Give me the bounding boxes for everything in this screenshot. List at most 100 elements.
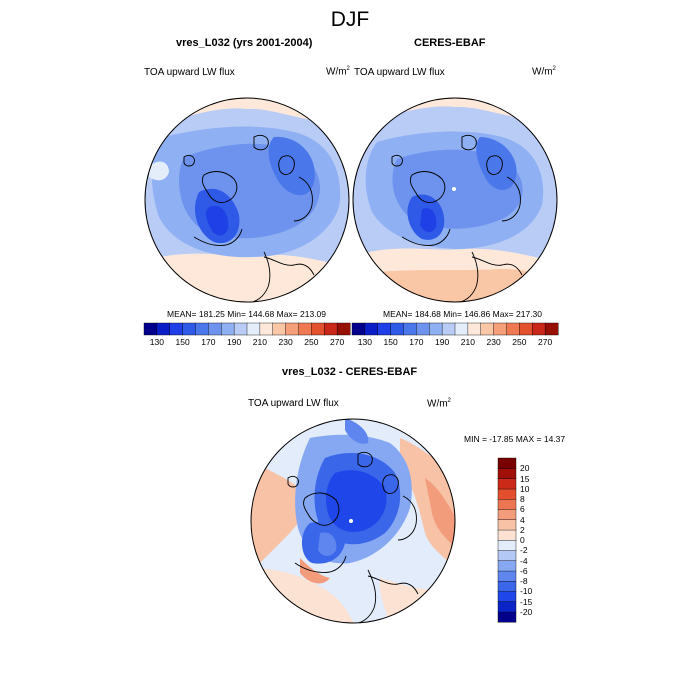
- panel-1-units: W/m2: [326, 66, 350, 78]
- colorbar-swatch: [311, 322, 325, 336]
- colorbar-tick-label: 250: [304, 337, 319, 347]
- panel-1-colorbar-ticks: 130 150 170 190 210 230 250 270: [144, 337, 350, 349]
- colorbar-tick-label: -10: [520, 586, 533, 597]
- colorbar-tick-label: 170: [201, 337, 216, 347]
- colorbar-swatch: [298, 322, 312, 336]
- colorbar-swatch: [497, 509, 517, 521]
- colorbar-swatch: [497, 550, 517, 562]
- panel-1-stats: MEAN= 181.25 Min= 144.68 Max= 213.09: [167, 309, 327, 319]
- colorbar-swatch: [493, 322, 508, 336]
- colorbar-swatch: [441, 322, 456, 336]
- diff-panel-variable-label: TOA upward LW flux: [248, 398, 339, 409]
- colorbar-swatch: [390, 322, 405, 336]
- figure-title: DJF: [330, 8, 370, 31]
- colorbar-swatch: [497, 580, 517, 592]
- diff-polar-map: [250, 418, 456, 624]
- colorbar-swatch: [403, 322, 417, 336]
- diff-colorbar-ticks: -20 -15 -10 -8 -6 -4 -2 0 2 4 6 8 10 15 20: [520, 458, 560, 622]
- colorbar-swatch: [454, 322, 469, 336]
- colorbar-swatch: [233, 322, 248, 336]
- colorbar-tick-label: 170: [409, 337, 424, 347]
- colorbar-swatch: [497, 519, 517, 531]
- colorbar-tick-label: 4: [520, 514, 525, 525]
- colorbar-tick-label: 150: [175, 337, 190, 347]
- colorbar-swatch: [195, 322, 209, 336]
- colorbar-tick-label: 2: [520, 524, 525, 535]
- colorbar-swatch: [497, 457, 517, 469]
- colorbar-tick-label: 130: [149, 337, 164, 347]
- panel-2-colorbar: [351, 322, 559, 336]
- colorbar-tick-label: 8: [520, 494, 525, 504]
- colorbar-tick-label: 10: [520, 483, 530, 494]
- colorbar-tick-label: -4: [520, 555, 528, 566]
- colorbar-swatch: [519, 322, 533, 336]
- diff-colorbar: [497, 457, 517, 623]
- colorbar-tick-label: 15: [520, 473, 530, 484]
- colorbar-swatch: [429, 322, 443, 336]
- colorbar-swatch: [182, 322, 197, 336]
- colorbar-swatch: [208, 322, 222, 336]
- colorbar-swatch: [497, 478, 517, 490]
- colorbar-swatch: [156, 322, 171, 336]
- colorbar-swatch: [497, 539, 517, 551]
- colorbar-swatch: [324, 322, 338, 336]
- panel-1-title: vres_L032 (yrs 2001-2004): [176, 37, 313, 49]
- colorbar-swatch: [497, 560, 517, 572]
- diff-panel-stats: MIN = -17.85 MAX = 14.37: [464, 434, 566, 444]
- colorbar-tick-label: 150: [383, 337, 398, 347]
- colorbar-tick-label: 130: [357, 337, 372, 347]
- colorbar-swatch: [497, 498, 517, 510]
- colorbar-tick-label: 230: [486, 337, 501, 347]
- colorbar-swatch: [246, 322, 261, 336]
- colorbar-tick-label: 270: [538, 337, 553, 347]
- colorbar-swatch: [497, 591, 517, 603]
- colorbar-swatch: [506, 322, 520, 336]
- panel-2-title: CERES-EBAF: [414, 37, 486, 49]
- colorbar-swatch: [143, 322, 158, 336]
- panel-2-variable-label: TOA upward LW flux: [354, 67, 445, 78]
- colorbar-tick-label: 6: [520, 504, 525, 515]
- colorbar-swatch: [169, 322, 184, 336]
- colorbar-swatch: [285, 322, 300, 336]
- colorbar-swatch: [467, 322, 482, 336]
- panel-1-variable-label: TOA upward LW flux: [144, 67, 235, 78]
- colorbar-swatch: [497, 468, 517, 480]
- colorbar-swatch: [364, 322, 379, 336]
- panel-2-stats: MEAN= 184.68 Min= 146.86 Max= 217.30: [383, 309, 543, 319]
- colorbar-tick-label: 210: [460, 337, 475, 347]
- colorbar-tick-label: 20: [520, 463, 530, 474]
- colorbar-swatch: [544, 322, 559, 336]
- colorbar-tick-label: 190: [435, 337, 450, 347]
- colorbar-tick-label: -8: [520, 576, 528, 586]
- panel-1-polar-map: [144, 97, 350, 303]
- panel-2-colorbar-ticks: 130 150 170 190 210 230 250 270: [352, 337, 558, 349]
- colorbar-tick-label: -20: [520, 606, 533, 617]
- colorbar-swatch: [480, 322, 495, 336]
- colorbar-swatch: [272, 322, 287, 336]
- colorbar-tick-label: -15: [520, 596, 533, 607]
- colorbar-swatch: [497, 488, 517, 500]
- colorbar-swatch: [377, 322, 392, 336]
- colorbar-tick-label: 210: [252, 337, 267, 347]
- diff-panel-title: vres_L032 - CERES-EBAF: [282, 366, 418, 378]
- colorbar-swatch: [336, 322, 351, 336]
- colorbar-tick-label: 230: [278, 337, 293, 347]
- colorbar-tick-label: -6: [520, 565, 528, 576]
- colorbar-tick-label: 250: [512, 337, 527, 347]
- panel-2-units: W/m2: [532, 66, 556, 78]
- colorbar-swatch: [497, 611, 517, 623]
- colorbar-swatch: [497, 570, 517, 582]
- panel-2-polar-map: [352, 97, 558, 303]
- colorbar-swatch: [221, 322, 235, 336]
- colorbar-swatch: [497, 529, 517, 541]
- colorbar-tick-label: 190: [227, 337, 242, 347]
- panel-1-colorbar: [143, 322, 351, 336]
- colorbar-swatch: [259, 322, 274, 336]
- colorbar-swatch: [532, 322, 546, 336]
- colorbar-swatch: [416, 322, 430, 336]
- colorbar-swatch: [497, 601, 517, 613]
- colorbar-tick-label: -2: [520, 545, 528, 556]
- colorbar-swatch: [351, 322, 366, 336]
- colorbar-tick-label: 270: [330, 337, 345, 347]
- diff-panel-units: W/m2: [427, 398, 451, 410]
